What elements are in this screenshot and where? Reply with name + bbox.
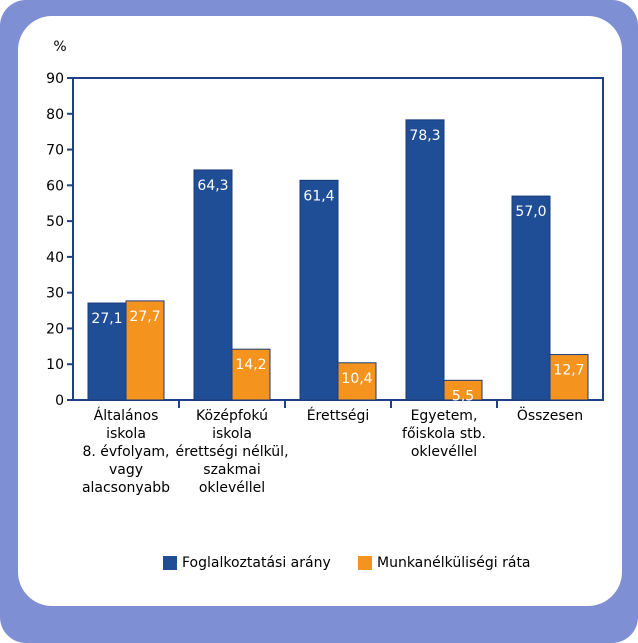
data-label: 57,0 (515, 204, 546, 220)
y-tick-label: 20 (46, 321, 64, 337)
y-tick-label: 10 (46, 357, 64, 373)
bar-unemployment (443, 379, 483, 401)
category-label-line: főiskola stb. (402, 426, 486, 442)
data-label: 12,7 (553, 363, 584, 379)
category-label-line: Érettségi (307, 407, 370, 424)
bar-employment (299, 179, 339, 401)
bar-employment (87, 302, 127, 401)
data-label: 27,1 (91, 311, 122, 327)
y-tick-label: 40 (46, 250, 64, 266)
y-tick-label: 50 (46, 214, 64, 230)
chart-axes: % 0 10 20 30 40 50 60 70 80 90 (46, 39, 604, 409)
category-label-line: oklevéllel (411, 444, 477, 460)
bar-employment (405, 119, 445, 401)
y-tick-label: 0 (55, 393, 64, 409)
category-label-line: Középfokú (196, 408, 268, 424)
category-label-line: szakmai (203, 462, 260, 478)
y-tick-label: 60 (46, 178, 64, 194)
y-tick-label: 70 (46, 143, 64, 159)
bar-unemployment (231, 348, 271, 401)
category-label-line: 8. évfolyam, (82, 444, 169, 460)
category-label-line: alacsonyabb (82, 480, 170, 496)
legend-swatch (358, 556, 372, 570)
y-tick-label: 80 (46, 107, 64, 123)
chart-bars: 27,1 27,7 64,3 14,2 61,4 10,4 78,3 5,5 57,0 12,7 (87, 119, 589, 404)
legend-label: Foglalkoztatási arány (182, 555, 331, 571)
data-label: 78,3 (409, 128, 440, 144)
data-label: 61,4 (303, 188, 334, 204)
category-labels: Általános iskola 8. évfolyam, vagy alacsonya… (82, 406, 583, 496)
legend-label: Munkanélküliségi ráta (377, 555, 531, 571)
category-label-line: Összesen (517, 406, 583, 424)
data-label: 27,7 (129, 309, 160, 325)
y-tick-label: 30 (46, 286, 64, 302)
data-label: 10,4 (341, 371, 372, 387)
category-label-line: iskola (212, 426, 252, 442)
legend-swatch (163, 556, 177, 570)
bar-unemployment (337, 362, 377, 401)
category-label-line: vagy (109, 462, 143, 478)
category-label-line: érettségi nélkül, (175, 444, 288, 460)
y-tick-label: 90 (46, 71, 64, 87)
bar-employment (511, 195, 551, 401)
category-label-line: oklevéllel (199, 480, 265, 496)
bar-employment (193, 169, 233, 401)
data-label: 14,2 (235, 357, 266, 373)
category-label-line: iskola (106, 426, 146, 442)
category-label-line: Általános (94, 407, 159, 424)
data-label: 5,5 (452, 388, 474, 404)
category-label-line: Egyetem, (411, 408, 478, 424)
data-label: 64,3 (197, 178, 228, 194)
bar-unemployment (125, 300, 165, 401)
bar-unemployment (549, 354, 589, 401)
y-axis-unit: % (53, 39, 66, 55)
chart-legend: Foglalkoztatási arány Munkanélküliségi rá… (163, 555, 531, 571)
